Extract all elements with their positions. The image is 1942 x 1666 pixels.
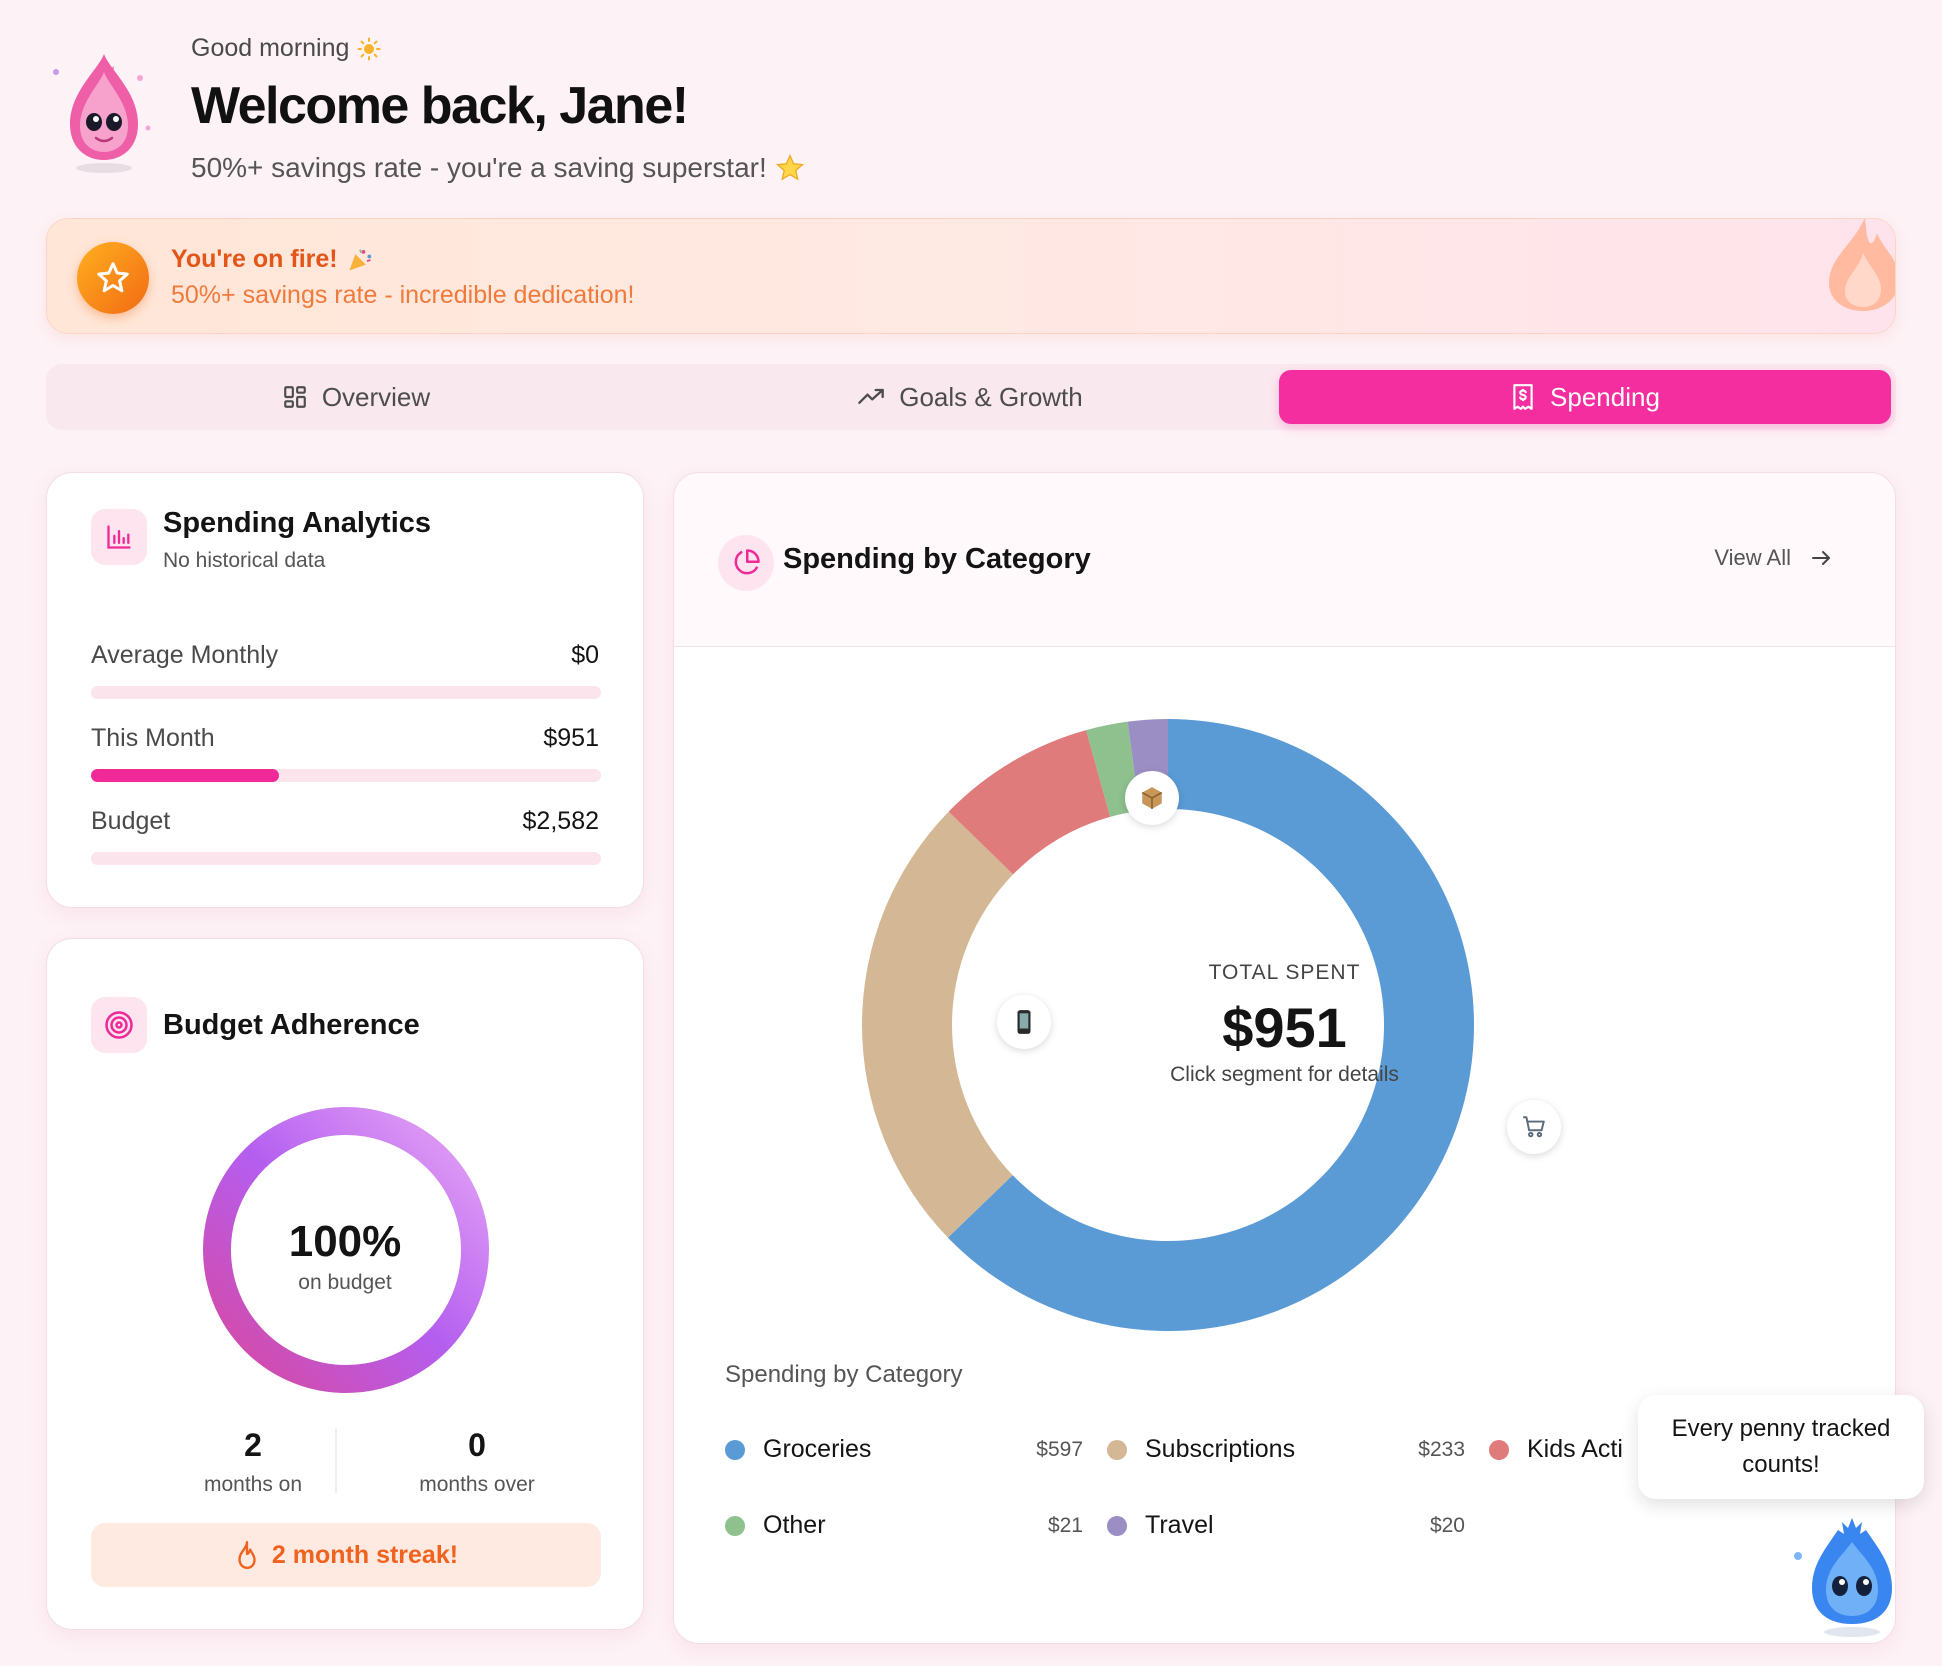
mascot-blue-icon[interactable] bbox=[1792, 1508, 1902, 1638]
legend-label: Travel bbox=[1145, 1511, 1214, 1539]
donut-segment-kids-acti[interactable] bbox=[948, 730, 1111, 875]
donut-segment-groceries[interactable] bbox=[947, 719, 1474, 1331]
target-icon bbox=[91, 997, 147, 1053]
bar-chart-icon bbox=[91, 509, 147, 565]
legend-label: Subscriptions bbox=[1145, 1435, 1296, 1463]
adherence-ring bbox=[203, 1107, 489, 1393]
tab-goals-growth-label: Goals & Growth bbox=[899, 381, 1083, 412]
legend-dot bbox=[725, 1439, 745, 1460]
this-month-value: $951 bbox=[543, 724, 599, 752]
banner-title: You're on fire! bbox=[171, 245, 374, 274]
star-badge-icon bbox=[77, 242, 149, 314]
achievement-banner: You're on fire! 50%+ savings rate - incr… bbox=[46, 218, 1896, 334]
legend-item-groceries[interactable]: Groceries bbox=[725, 1435, 871, 1464]
legend-item-kids-acti[interactable]: Kids Acti bbox=[1489, 1435, 1623, 1464]
mascot-tooltip-line2: counts! bbox=[1742, 1451, 1820, 1478]
tab-overview-label: Overview bbox=[321, 381, 431, 412]
receipt-dollar-icon bbox=[1513, 384, 1533, 410]
stat-divider bbox=[335, 1429, 337, 1493]
months-over-label: months over bbox=[419, 1473, 535, 1496]
budget-value: $2,582 bbox=[522, 807, 599, 835]
donut-segment-subscriptions[interactable] bbox=[862, 811, 1014, 1238]
legend-item-subscriptions[interactable]: Subscriptions bbox=[1107, 1435, 1295, 1464]
legend-dot bbox=[725, 1515, 745, 1536]
budget-bar bbox=[91, 852, 601, 865]
budget-label: Budget bbox=[91, 807, 171, 835]
phone-icon[interactable] bbox=[997, 995, 1051, 1049]
legend-title: Spending by Category bbox=[725, 1361, 963, 1388]
legend-item-other[interactable]: Other bbox=[725, 1511, 826, 1540]
tab-goals-growth[interactable]: Goals & Growth bbox=[666, 370, 1274, 424]
trend-up-icon bbox=[858, 388, 885, 404]
tab-spending-label: Spending bbox=[1550, 381, 1660, 412]
legend-dot bbox=[1489, 1439, 1509, 1460]
legend-label: Kids Acti bbox=[1527, 1435, 1623, 1463]
budget-adherence-title: Budget Adherence bbox=[163, 1009, 420, 1041]
months-over-value: 0 bbox=[468, 1427, 486, 1463]
legend-label: Other bbox=[763, 1511, 826, 1539]
cart-icon[interactable] bbox=[1507, 1100, 1561, 1154]
mascot-pink-icon bbox=[53, 54, 151, 173]
mascot-tooltip-line1: Every penny tracked bbox=[1671, 1415, 1891, 1442]
average-monthly-value: $0 bbox=[571, 641, 599, 669]
tab-overview[interactable]: Overview bbox=[52, 370, 660, 424]
category-donut-chart[interactable] bbox=[674, 473, 1896, 1353]
party-icon bbox=[349, 248, 371, 270]
category-title: Spending by Category bbox=[783, 543, 1091, 575]
banner-subtitle: 50%+ savings rate - incredible dedicatio… bbox=[171, 281, 635, 309]
spending-analytics-title: Spending Analytics bbox=[163, 507, 432, 539]
pie-chart-icon bbox=[718, 535, 774, 591]
this-month-bar bbox=[91, 769, 601, 782]
category-card-header bbox=[674, 473, 1895, 647]
star-icon bbox=[775, 153, 804, 181]
legend-dot bbox=[1107, 1515, 1127, 1536]
legend-value: $597 bbox=[1036, 1438, 1083, 1461]
legend-value: $233 bbox=[1418, 1438, 1465, 1461]
average-monthly-label: Average Monthly bbox=[91, 641, 279, 669]
sun-icon bbox=[357, 37, 381, 60]
this-month-label: This Month bbox=[91, 724, 215, 752]
spending-analytics-subtitle: No historical data bbox=[163, 549, 326, 572]
adherence-percent-label: on budget bbox=[298, 1271, 392, 1294]
streak-text: 2 month streak! bbox=[271, 1540, 459, 1569]
mascot-tooltip: Every penny tracked counts! bbox=[1638, 1395, 1924, 1499]
legend-dot bbox=[1107, 1439, 1127, 1460]
view-all-link[interactable]: View All bbox=[1714, 545, 1833, 571]
page-subtitle: 50%+ savings rate - you're a saving supe… bbox=[191, 152, 805, 184]
fire-icon bbox=[1829, 219, 1895, 311]
streak-badge: 2 month streak! bbox=[91, 1523, 601, 1587]
months-on-label: months on bbox=[203, 1473, 303, 1496]
budget-adherence-card: Budget Adherence 100% on budget 2 months… bbox=[46, 938, 644, 1630]
arrow-right-icon bbox=[1812, 551, 1830, 565]
greeting-text: Good morning bbox=[191, 34, 381, 63]
average-monthly-bar bbox=[91, 686, 601, 699]
flame-icon bbox=[238, 1540, 256, 1570]
total-spent-value: $951 bbox=[1222, 996, 1347, 1059]
total-spent-hint: Click segment for details bbox=[1170, 1063, 1399, 1086]
spending-analytics-card: Spending Analytics No historical data Av… bbox=[46, 472, 644, 908]
package-icon[interactable] bbox=[1125, 771, 1179, 825]
legend-value: $20 bbox=[1429, 1514, 1465, 1537]
view-all-label: View All bbox=[1714, 545, 1791, 570]
tab-spending[interactable]: Spending bbox=[1279, 370, 1891, 424]
legend-item-travel[interactable]: Travel bbox=[1107, 1511, 1214, 1540]
grid-icon bbox=[283, 386, 306, 408]
legend-label: Groceries bbox=[763, 1435, 872, 1463]
total-spent-label: TOTAL SPENT bbox=[1208, 961, 1361, 984]
legend-value: $21 bbox=[1047, 1514, 1083, 1537]
page-title: Welcome back, Jane! bbox=[191, 77, 689, 135]
months-on-value: 2 bbox=[244, 1427, 262, 1463]
adherence-percent: 100% bbox=[288, 1217, 402, 1266]
main-tabs: Overview Goals & Growth Spending bbox=[46, 364, 1896, 430]
